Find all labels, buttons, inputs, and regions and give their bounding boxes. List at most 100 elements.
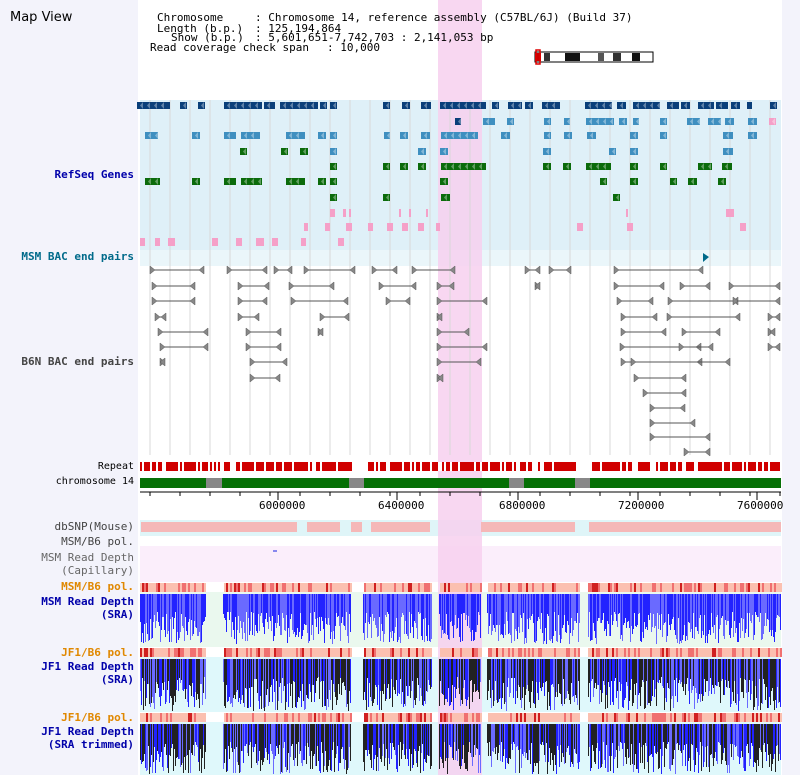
- read-depth-bar: [266, 594, 267, 613]
- read-depth-bar: [660, 724, 661, 749]
- read-depth-bar: [473, 659, 474, 692]
- b6n-bac-label[interactable]: B6N BAC end pairs: [21, 355, 134, 368]
- read-depth-bar: [473, 724, 474, 757]
- read-depth-bar: [746, 594, 747, 629]
- polymorphism-density: [628, 713, 630, 722]
- read-depth-bar: [201, 594, 202, 642]
- chromosome-track-label[interactable]: chromosome 14: [55, 476, 134, 487]
- polymorphism-density: [554, 648, 556, 657]
- polymorphism-density: [712, 648, 714, 657]
- read-depth-bar: [463, 724, 464, 745]
- read-depth-bar: [702, 594, 703, 631]
- strand-arrow: [333, 163, 336, 170]
- read-depth-bar: [590, 594, 591, 641]
- read-depth-bar: [341, 659, 342, 695]
- read-depth-bar: [641, 594, 642, 642]
- gene-feature: [670, 178, 677, 185]
- polymorphism-density: [200, 583, 202, 592]
- msm-depth-capillary-label-2[interactable]: (Capillary): [61, 564, 134, 577]
- msm-depth-capillary-label-1[interactable]: MSM Read Depth: [41, 551, 134, 564]
- polymorphism-density: [512, 583, 514, 592]
- read-depth-bar: [472, 659, 473, 702]
- read-depth-bar: [171, 594, 172, 642]
- polymorphism-density: [276, 583, 278, 592]
- polymorphism-density: [160, 648, 162, 657]
- jf1-depth-sra-label-2[interactable]: (SRA): [100, 673, 134, 686]
- gene-feature: [236, 238, 242, 246]
- msm-b6-pol-label-1[interactable]: MSM/B6 pol.: [61, 535, 134, 548]
- read-depth-bar: [608, 594, 609, 624]
- read-depth-bar: [292, 594, 293, 630]
- read-depth-bar: [373, 724, 374, 770]
- read-depth-bar: [674, 724, 675, 750]
- read-depth-bar: [170, 594, 171, 619]
- jf1-trimmed-label-1[interactable]: JF1 Read Depth: [41, 725, 134, 738]
- read-depth-bar: [477, 594, 478, 625]
- read-depth-bar: [475, 594, 476, 632]
- jf1-b6-pol-label-2[interactable]: JF1/B6 pol.: [61, 711, 134, 724]
- msm-depth-sra-label-1[interactable]: MSM Read Depth: [41, 595, 134, 608]
- read-depth-bar: [735, 594, 736, 633]
- polymorphism-density: [698, 713, 700, 722]
- read-depth-bar: [507, 724, 508, 763]
- polymorphism-density: [422, 583, 424, 592]
- msm-b6-pol-label-2[interactable]: MSM/B6 pol.: [61, 580, 134, 593]
- polymorphism-density: [226, 713, 228, 722]
- jf1-b6-pol-label-1[interactable]: JF1/B6 pol.: [61, 646, 134, 659]
- repeat-feature: [640, 462, 642, 471]
- repeat-feature: [754, 462, 756, 471]
- read-depth-bar: [225, 724, 226, 749]
- polymorphism-density: [604, 713, 606, 722]
- read-depth-bar: [428, 724, 429, 756]
- read-depth-bar: [756, 659, 757, 698]
- read-depth-bar: [307, 659, 308, 698]
- read-depth-bar: [564, 594, 565, 615]
- read-depth-bar: [315, 594, 316, 619]
- msm-depth-sra-label-2[interactable]: (SRA): [100, 608, 134, 621]
- polymorphism-density: [260, 583, 262, 592]
- read-depth-bar: [721, 659, 722, 681]
- read-depth-bar: [604, 659, 605, 685]
- msm-bac-label[interactable]: MSM BAC end pairs: [21, 250, 134, 263]
- strand-arrow: [386, 163, 389, 170]
- jf1-trimmed-label-2[interactable]: (SRA trimmed): [47, 738, 134, 751]
- dbsnp-label[interactable]: dbSNP(Mouse): [54, 520, 134, 533]
- refseq-label[interactable]: RefSeq Genes: [54, 168, 134, 181]
- read-depth-bar: [543, 724, 544, 745]
- read-depth-bar: [742, 659, 743, 692]
- read-depth-bar: [686, 724, 687, 744]
- read-depth-bar: [771, 659, 772, 691]
- polymorphism-density: [546, 713, 548, 722]
- jf1-depth-sra-label-1[interactable]: JF1 Read Depth: [41, 660, 134, 673]
- read-depth-bar: [153, 659, 154, 703]
- polymorphism-density: [740, 713, 742, 722]
- read-depth-bar: [331, 659, 332, 680]
- read-depth-bar: [338, 724, 339, 771]
- polymorphism-density: [372, 648, 374, 657]
- read-depth-bar: [579, 724, 580, 762]
- read-depth-bar: [526, 594, 527, 643]
- read-depth-bar: [184, 724, 185, 757]
- repeat-feature: [772, 462, 774, 471]
- polymorphism-density: [286, 713, 288, 722]
- read-depth-bar: [518, 724, 519, 750]
- read-depth-bar: [475, 659, 476, 692]
- read-depth-bar: [493, 724, 494, 752]
- repeat-feature: [176, 462, 178, 471]
- polymorphism-density: [728, 713, 730, 722]
- read-depth-bar: [572, 724, 573, 764]
- read-depth-bar: [761, 659, 762, 703]
- bac-end-marker: [732, 296, 739, 306]
- read-depth-bar: [365, 724, 366, 750]
- polymorphism-density: [146, 713, 148, 722]
- repeat-label[interactable]: Repeat: [97, 461, 134, 472]
- repeat-feature: [416, 462, 418, 471]
- read-depth-bar: [764, 594, 765, 626]
- read-depth-bar: [441, 724, 442, 759]
- read-depth-bar: [677, 659, 678, 702]
- read-depth-bar: [579, 594, 580, 623]
- repeat-feature: [338, 462, 340, 471]
- polymorphism-density: [178, 648, 180, 657]
- read-depth-bar: [254, 659, 255, 679]
- read-depth-bar: [476, 659, 477, 691]
